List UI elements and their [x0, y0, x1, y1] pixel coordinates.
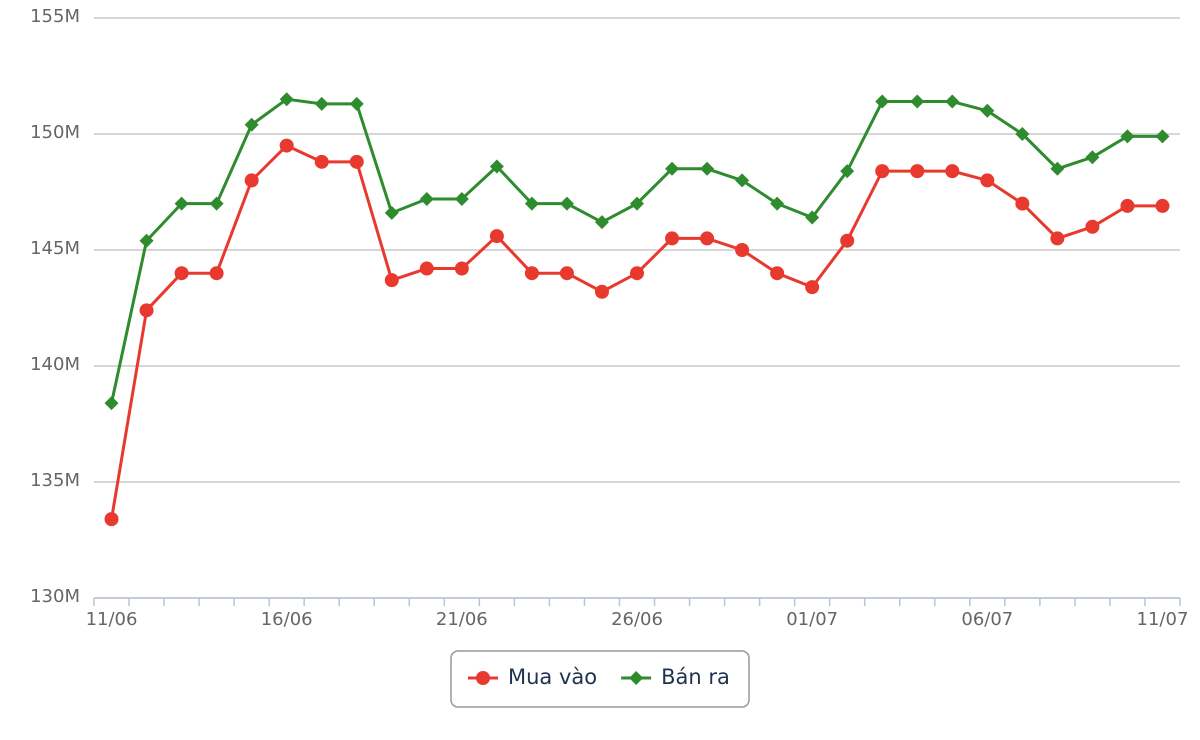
x-tick-label: 06/07	[961, 609, 1013, 630]
point	[840, 164, 855, 179]
point	[910, 164, 925, 179]
series-line	[110, 97, 1163, 404]
point	[700, 161, 715, 176]
point	[314, 96, 329, 111]
x-tick-label: 01/07	[786, 609, 838, 630]
point	[244, 173, 259, 188]
point	[665, 161, 680, 176]
legend-label: Mua vào	[508, 665, 597, 689]
point	[349, 96, 364, 111]
point	[770, 196, 785, 211]
point	[594, 284, 609, 299]
point	[1015, 196, 1030, 211]
point	[875, 164, 890, 179]
point	[139, 303, 154, 318]
point	[945, 164, 960, 179]
point	[735, 173, 750, 188]
point	[700, 231, 715, 246]
point	[104, 512, 119, 527]
point	[945, 94, 960, 109]
point	[104, 396, 119, 411]
legend-marker	[476, 671, 490, 685]
x-tick-label: 21/06	[436, 609, 488, 630]
y-tick-label: 135M	[30, 470, 80, 491]
point	[1085, 150, 1100, 165]
point	[735, 243, 750, 257]
point	[665, 231, 680, 246]
point	[489, 229, 504, 244]
point	[384, 273, 399, 288]
point	[454, 261, 469, 276]
point	[1015, 127, 1030, 141]
point	[770, 266, 785, 281]
point	[630, 196, 644, 211]
point	[419, 191, 434, 206]
point	[524, 196, 539, 211]
point	[980, 103, 995, 118]
point	[630, 266, 644, 281]
point	[875, 94, 890, 109]
legend-marker	[629, 671, 644, 685]
point	[805, 210, 820, 225]
point	[1050, 161, 1065, 176]
y-tick-label: 145M	[30, 238, 80, 259]
legend-box	[450, 650, 750, 708]
point	[559, 266, 574, 281]
point	[1120, 129, 1135, 144]
point	[524, 266, 539, 281]
point	[559, 196, 574, 211]
point	[139, 233, 154, 248]
point	[489, 159, 504, 174]
x-tick-label: 11/07	[1137, 609, 1189, 630]
point	[980, 173, 995, 188]
x-tick-label: 16/06	[261, 609, 313, 630]
point	[1155, 198, 1170, 213]
y-tick-label: 130M	[30, 586, 80, 607]
legend-label: Bán ra	[661, 665, 730, 689]
point	[454, 191, 469, 206]
point	[1050, 231, 1065, 246]
point	[384, 205, 399, 220]
y-tick-label: 155M	[30, 6, 80, 27]
point	[244, 117, 259, 132]
point	[279, 138, 294, 153]
point	[209, 266, 224, 281]
y-tick-label: 150M	[30, 122, 80, 143]
x-tick-label: 26/06	[611, 609, 663, 630]
point	[209, 196, 224, 211]
point	[1120, 198, 1135, 213]
point	[349, 154, 364, 169]
point	[174, 196, 189, 211]
x-tick-label: 11/06	[86, 609, 138, 630]
point	[1085, 219, 1100, 234]
point	[419, 261, 434, 276]
point	[805, 280, 820, 295]
point	[174, 266, 189, 281]
point	[910, 94, 925, 109]
point	[314, 154, 329, 169]
point	[279, 92, 294, 107]
point	[840, 233, 855, 248]
y-tick-label: 140M	[30, 354, 80, 375]
point	[594, 215, 609, 230]
point	[1155, 129, 1170, 144]
